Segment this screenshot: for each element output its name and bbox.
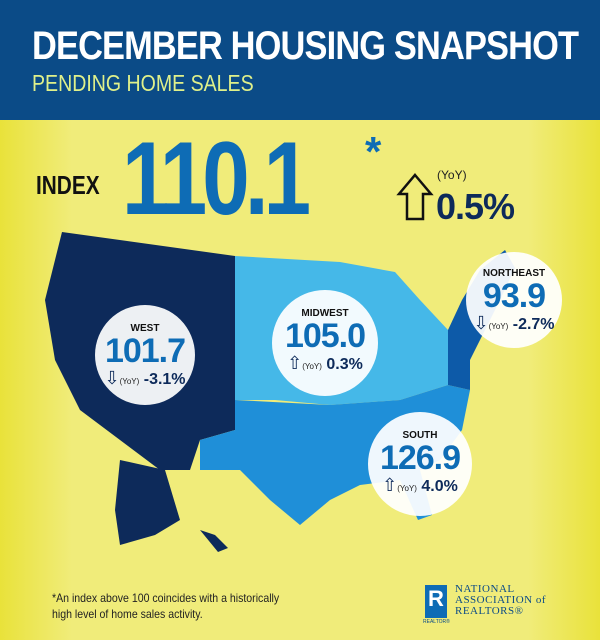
- region-name: SOUTH: [402, 430, 438, 441]
- arrow-down-icon: ⇩: [104, 368, 120, 388]
- region-change: 0.3%: [326, 356, 363, 373]
- logo-letter: R: [428, 586, 444, 611]
- region-midwest-bubble: MIDWEST 105.0 ⇧(YoY) 0.3%: [272, 290, 378, 396]
- region-value: 93.9: [482, 277, 546, 315]
- region-northeast-bubble: NORTHEAST 93.9 ⇩(YoY) -2.7%: [466, 252, 562, 348]
- header-banner: DECEMBER HOUSING SNAPSHOT PENDING HOME S…: [0, 0, 600, 120]
- region-west-bubble: WEST 101.7 ⇩(YoY) -3.1%: [95, 305, 195, 405]
- page-title: DECEMBER HOUSING SNAPSHOT: [32, 24, 579, 68]
- region-yoy-label: (YoY): [397, 484, 417, 493]
- region-yoy-label: (YoY): [119, 377, 140, 386]
- page-subtitle: PENDING HOME SALES: [32, 70, 254, 96]
- region-alaska: [115, 460, 180, 545]
- region-name: MIDWEST: [301, 308, 349, 319]
- arrow-up-icon: [396, 173, 434, 221]
- region-hawaii: [200, 530, 228, 552]
- footnote: *An index above 100 coincides with a his…: [52, 591, 280, 621]
- region-name: WEST: [130, 323, 160, 334]
- region-yoy-label: (YoY): [302, 362, 322, 371]
- logo-line: REALTORS®: [455, 605, 524, 617]
- region-change: -3.1%: [143, 371, 186, 388]
- realtor-logo: R: [425, 585, 447, 618]
- region-value: 101.7: [104, 332, 186, 370]
- logo-line: NATIONAL: [455, 583, 515, 595]
- arrow-up-icon: ⇧: [382, 475, 398, 495]
- arrow-up-icon: ⇧: [287, 353, 303, 373]
- index-value: 110.1: [122, 121, 311, 237]
- index-label: INDEX: [36, 170, 100, 200]
- region-value: 105.0: [284, 317, 366, 355]
- region-name: NORTHEAST: [482, 268, 546, 279]
- national-yoy-label: (YoY): [437, 168, 467, 182]
- logo-text: NATIONAL ASSOCIATION of REALTORS®: [455, 584, 546, 617]
- national-yoy-change: 0.5%: [436, 186, 515, 227]
- footnote-asterisk: *: [365, 128, 382, 175]
- region-change: -2.7%: [512, 316, 555, 333]
- logo-line: ASSOCIATION of: [455, 594, 547, 606]
- region-yoy-label: (YoY): [488, 322, 509, 331]
- region-change: 4.0%: [421, 478, 458, 495]
- logo-sub: REALTOR®: [423, 619, 450, 625]
- arrow-down-icon: ⇩: [473, 313, 489, 333]
- region-value: 126.9: [379, 439, 461, 477]
- region-south-bubble: SOUTH 126.9 ⇧(YoY) 4.0%: [368, 412, 472, 516]
